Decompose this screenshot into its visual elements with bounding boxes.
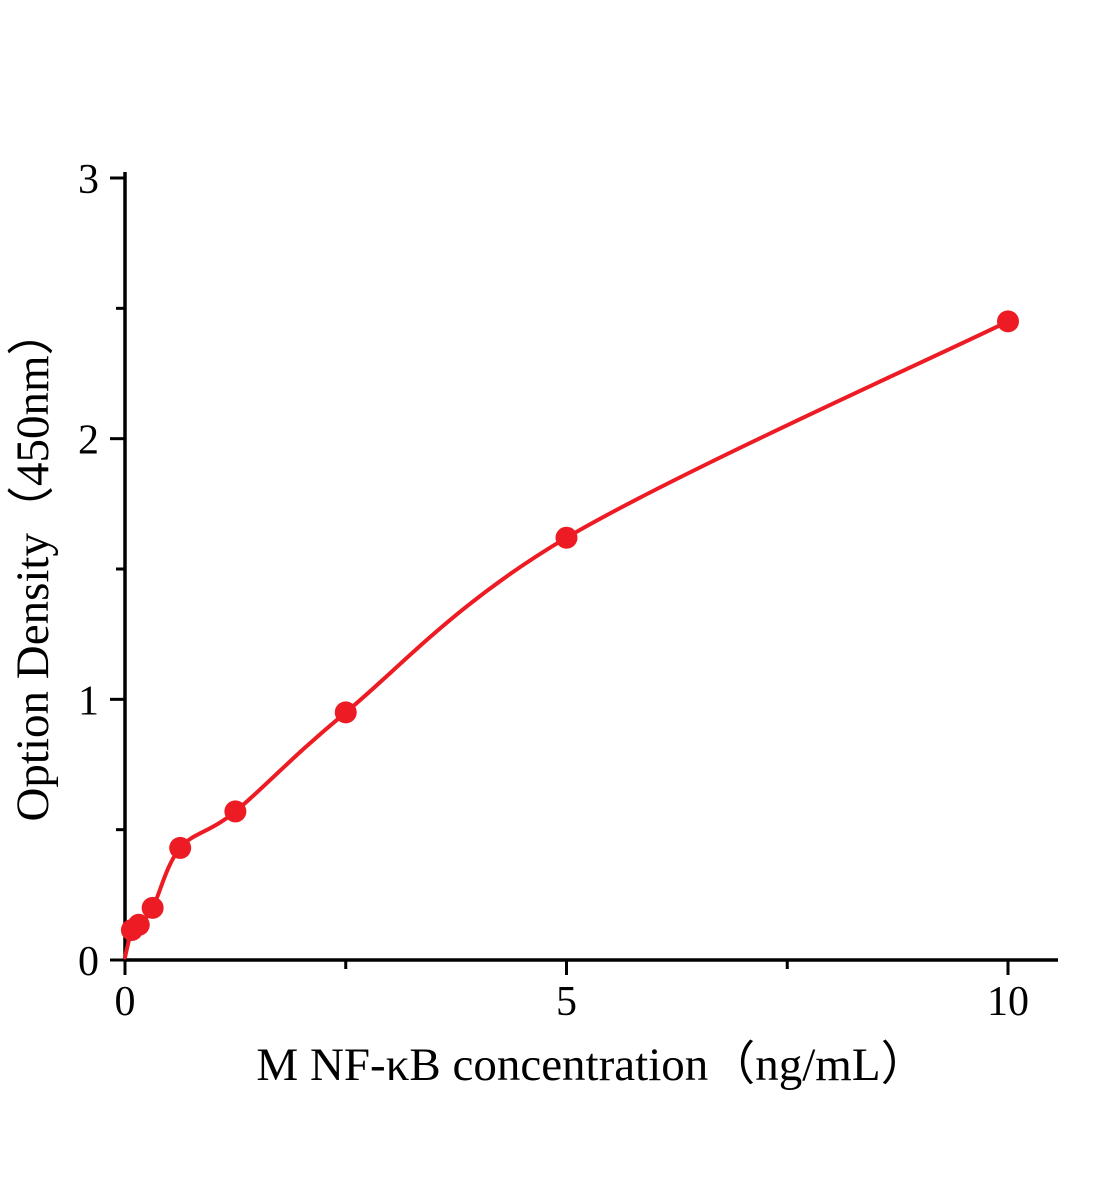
y-tick-label: 0 [78, 939, 99, 985]
data-point [141, 896, 164, 919]
data-point [997, 310, 1019, 333]
data-point [224, 800, 247, 823]
data-point [334, 701, 357, 724]
y-tick-label: 3 [78, 157, 99, 203]
x-tick-label: 10 [987, 979, 1029, 1025]
x-tick-label: 5 [556, 979, 577, 1025]
y-tick-label: 2 [78, 418, 99, 464]
x-axis-label: M NF-κB concentration（ng/mL） [256, 1039, 927, 1091]
data-point [555, 526, 578, 549]
plot-layer: 0 5 10 0 1 2 3 [78, 157, 1058, 1025]
data-point [169, 836, 192, 859]
y-axis-label: Option Density（450nm） [7, 308, 59, 821]
fit-curve [123, 319, 1010, 960]
y-tick-label: 1 [78, 678, 99, 724]
data-point [127, 913, 150, 936]
x-tick-label: 0 [115, 979, 136, 1025]
